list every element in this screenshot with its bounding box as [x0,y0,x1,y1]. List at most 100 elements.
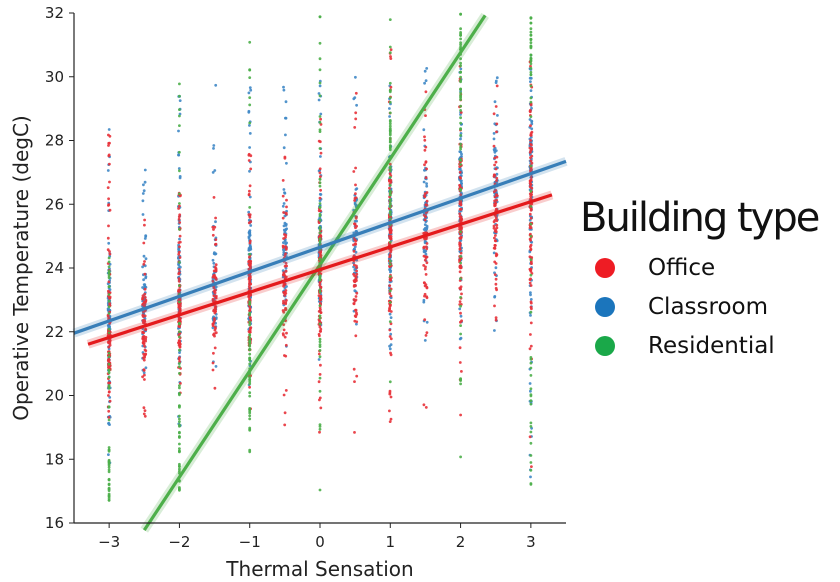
data-point [248,320,252,324]
data-point [282,211,285,214]
data-point [318,41,322,45]
data-point [458,258,462,262]
data-point [141,294,145,298]
data-point [529,310,533,314]
data-point [285,264,288,268]
data-point [423,138,427,142]
y-tick-label: 32 [45,4,64,22]
data-point [458,265,462,269]
data-point [352,284,356,287]
data-point [212,196,216,199]
regression-lines [72,12,568,533]
data-point [425,295,428,298]
data-point [248,248,251,252]
data-point [529,393,533,396]
data-point [529,164,533,168]
data-point [529,182,533,186]
data-point [388,107,391,110]
data-point [107,496,111,500]
data-point [495,76,499,80]
data-point [141,286,145,289]
data-point [318,355,322,359]
data-point [528,435,532,439]
data-point [212,274,216,278]
data-point [178,298,182,301]
data-point [388,380,392,384]
x-axis-label: Thermal Sensation [225,557,413,581]
data-point [389,353,393,357]
data-point [281,204,285,208]
data-point [319,188,322,192]
data-point [283,254,287,258]
data-point [283,423,287,427]
data-point [494,282,498,286]
data-point [530,186,534,190]
y-tick-label: 16 [45,514,64,532]
data-point [388,203,392,207]
data-point [423,237,426,241]
data-point [107,197,110,201]
data-point [354,215,358,219]
data-point [248,382,252,386]
data-point [353,96,357,99]
data-point [353,263,356,267]
data-point [528,278,532,281]
data-point [248,394,252,398]
data-point [389,248,393,252]
data-point [318,115,322,118]
data-point [214,242,218,246]
data-point [142,356,145,360]
data-point [389,179,393,182]
data-point [107,446,111,449]
data-point [354,334,358,338]
data-point [282,291,286,295]
legend: Building type Office Classroom Residenti… [580,192,838,365]
data-point [529,247,533,251]
data-point [459,91,462,95]
data-point [178,467,181,471]
data-point [214,365,218,368]
data-point [107,498,111,502]
data-point [459,61,462,65]
data-point [178,404,181,408]
data-point [354,230,358,234]
data-point [282,273,286,277]
data-point [458,300,462,303]
data-point [282,202,286,205]
data-point [107,285,111,289]
data-point [144,366,148,370]
data-point [318,228,322,232]
data-point [354,275,358,278]
data-point [318,184,322,188]
data-point [354,315,358,318]
data-point [530,127,534,131]
data-point [493,195,497,199]
data-point [143,344,146,348]
data-point [529,139,532,142]
data-point [354,183,357,187]
data-point [178,150,181,154]
data-point [107,487,111,491]
data-point [317,139,321,143]
data-point [144,298,148,302]
data-point [458,165,462,169]
data-point [354,196,358,200]
data-point [318,337,322,341]
data-point [248,303,252,306]
data-point [178,99,182,102]
data-point [178,335,181,339]
data-point [388,254,392,258]
data-point [388,189,392,193]
data-point [318,316,322,320]
data-point [530,465,533,468]
data-point [143,348,147,352]
data-point [284,389,288,392]
data-point [389,235,393,238]
data-point [388,284,392,287]
data-point [459,296,462,299]
data-point [388,198,392,202]
data-point [389,303,392,307]
data-point [529,461,533,464]
data-point [283,214,287,218]
data-point [459,187,462,191]
